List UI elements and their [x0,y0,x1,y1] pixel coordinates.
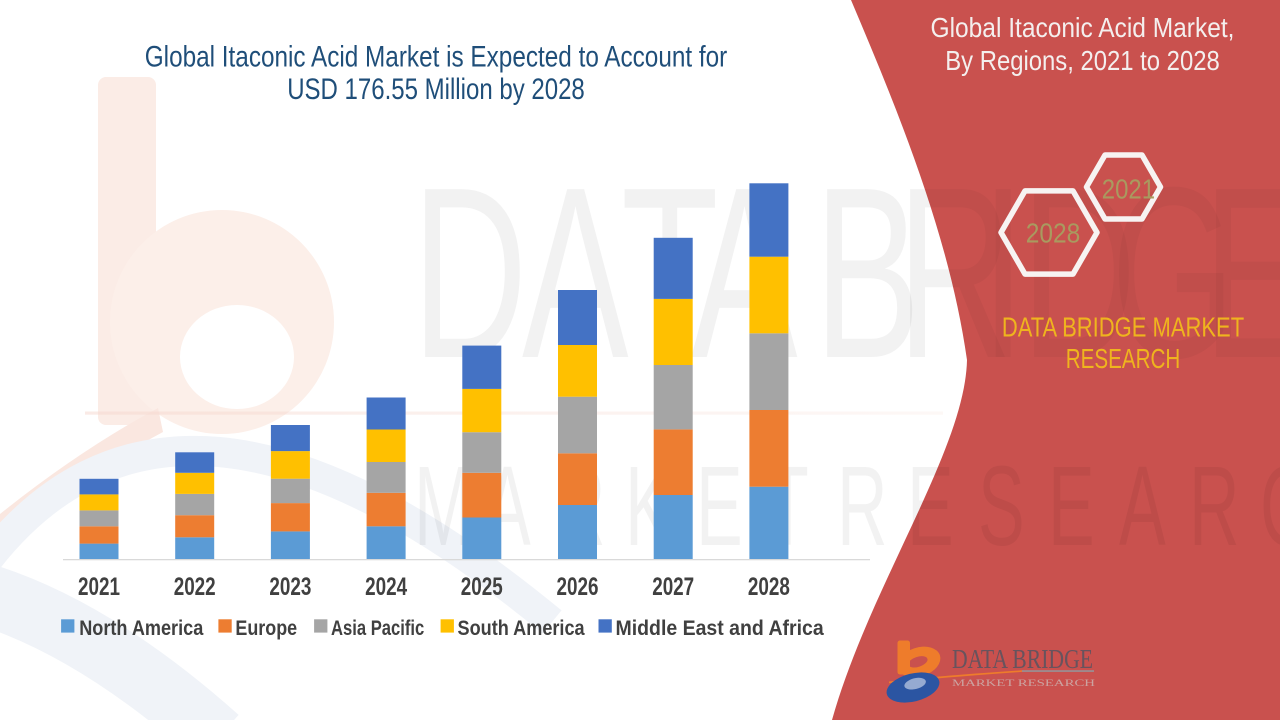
svg-text:A: A [1119,443,1166,569]
svg-text:South America: South America [458,617,585,640]
svg-text:DATA BRIDGE MARKET: DATA BRIDGE MARKET [1002,311,1244,342]
svg-text:RESEARCH: RESEARCH [1066,343,1181,374]
svg-text:2028: 2028 [1026,217,1081,248]
svg-text:2021: 2021 [1102,174,1155,205]
svg-text:By Regions, 2021 to 2028: By Regions, 2021 to 2028 [945,45,1220,76]
svg-text:2025: 2025 [461,573,503,601]
svg-text:E: E [696,443,743,569]
svg-text:C: C [1260,443,1280,569]
svg-text:2023: 2023 [269,573,311,601]
svg-text:2024: 2024 [365,573,407,601]
svg-text:MARKET RESEARCH: MARKET RESEARCH [952,678,1096,688]
svg-text:2021: 2021 [78,573,120,601]
svg-text:2027: 2027 [652,573,694,601]
svg-text:S: S [978,443,1025,569]
svg-text:2026: 2026 [557,573,599,601]
svg-text:Global Itaconic Acid Market is: Global Itaconic Acid Market is Expected … [145,40,728,73]
svg-text:I: I [981,136,1025,409]
svg-text:USD 176.55 Million by 2028: USD 176.55 Million by 2028 [287,73,585,106]
svg-text:E: E [1048,443,1095,569]
svg-text:R: R [837,443,888,569]
svg-text:2022: 2022 [174,573,216,601]
svg-text:Europe: Europe [235,617,297,640]
svg-text:E: E [1203,136,1280,409]
svg-text:B: B [814,136,921,409]
svg-text:Global Itaconic Acid Market,: Global Itaconic Acid Market, [931,12,1235,43]
svg-text:2028: 2028 [748,573,790,601]
svg-text:R: R [1189,443,1240,569]
svg-text:Middle East and Africa: Middle East and Africa [616,617,824,640]
svg-text:Asia Pacific: Asia Pacific [331,617,425,640]
svg-text:North America: North America [79,617,203,640]
svg-text:DATA BRIDGE: DATA BRIDGE [952,643,1093,674]
